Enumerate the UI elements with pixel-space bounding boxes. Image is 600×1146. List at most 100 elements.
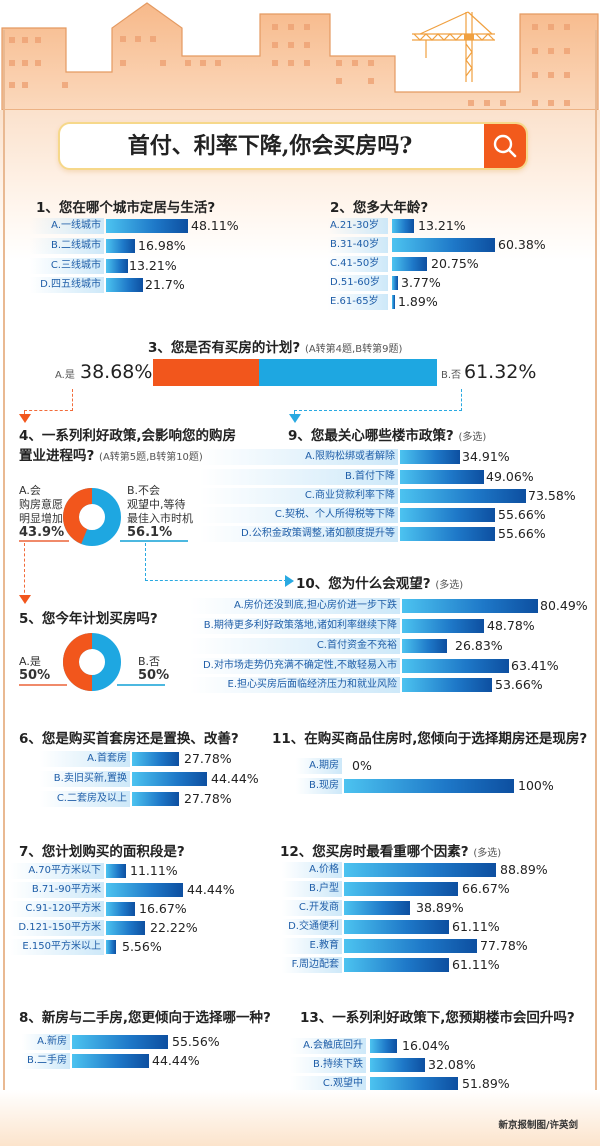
q4-donut-chart <box>63 488 121 546</box>
q1-label: C.三线城市 <box>30 258 104 274</box>
q4-title-line1: 4、一系列利好政策,会影响您的购房 <box>19 428 237 444</box>
q1-bar <box>106 239 135 253</box>
connector-yes <box>72 389 73 411</box>
q9-value: 73.58% <box>528 488 576 503</box>
q3-title: 3、您是否有买房的计划? (A转第4题,B转第9题) <box>148 336 402 356</box>
q2-value: 60.38% <box>498 237 546 252</box>
q4-a-line: 购房意愿 <box>19 498 63 511</box>
q4-a-line: 明显增加 <box>19 512 63 525</box>
q4-b-value: 56.1% <box>127 525 173 540</box>
q4-title-line2: 置业进程吗? (A转第5题,B转第10题) <box>19 444 203 464</box>
connector-yes <box>24 410 73 411</box>
q10-title: 10、您为什么会观望? (多选) <box>296 572 463 592</box>
q6-value: 44.44% <box>211 771 259 786</box>
q7-bar <box>106 902 135 916</box>
q1-value: 16.98% <box>138 238 186 253</box>
q7-bar <box>106 864 126 878</box>
q9-bar <box>400 450 460 464</box>
q5-a-label: A.是 <box>19 655 41 668</box>
q9-label: C.契税、个人所得税等下降 <box>200 507 398 523</box>
q12-title: 12、您买房时最看重哪个因素? (多选) <box>280 840 501 860</box>
q12-title-text: 12、您买房时最看重哪个因素? <box>280 844 469 860</box>
q13-bar <box>370 1077 458 1091</box>
q9-bar <box>400 527 495 541</box>
q12-bar <box>344 863 496 877</box>
connector-yes <box>24 410 25 416</box>
q1-bar <box>106 219 188 233</box>
q12-bar <box>344 920 449 934</box>
q6-bar <box>132 772 207 786</box>
q7-label: A.70平方米以下 <box>10 863 104 879</box>
q10-label: B.期待更多利好政策落地,诸如利率继续下降 <box>190 618 400 634</box>
credit-text: 新京报制图/许英剑 <box>498 1120 578 1131</box>
q2-label: B.31-40岁 <box>328 237 388 253</box>
q10-label: D.对市场走势仍充满不确定性,不敢轻易入市 <box>190 658 400 674</box>
q10-bar <box>402 619 484 633</box>
q11-label: A.期房 <box>296 758 342 774</box>
search-button[interactable] <box>484 124 526 168</box>
q4-note: (A转第5题,B转第10题) <box>99 452 203 463</box>
footer-background <box>0 1090 600 1146</box>
q12-value: 88.89% <box>500 862 548 877</box>
q2-bar <box>392 257 427 271</box>
q9-value: 55.66% <box>498 526 546 541</box>
q6-bar <box>132 752 179 766</box>
q10-value: 26.83% <box>455 638 503 653</box>
q6-label: B.卖旧买新,置换 <box>40 771 130 787</box>
q6-value: 27.78% <box>184 791 232 806</box>
q4-a-value: 43.9% <box>19 525 65 540</box>
q9-bar <box>400 489 526 503</box>
q6-label: A.首套房 <box>40 751 130 767</box>
q12-label: E.教育 <box>282 938 342 954</box>
q12-label: D.交通便利 <box>282 919 342 935</box>
q8-label: B.二手房 <box>22 1053 70 1069</box>
q3-title-text: 3、您是否有买房的计划? <box>148 340 301 356</box>
q1-row: C.三线城市 13.21% <box>0 258 300 274</box>
q5-b-underline <box>117 684 165 686</box>
q3-b-label: B.否 <box>441 370 462 381</box>
q5-donut-chart <box>63 633 121 691</box>
q3-b-value: 61.32% <box>464 361 537 383</box>
connector-b <box>145 580 287 581</box>
q8-label: A.新房 <box>22 1034 70 1050</box>
q8-title: 8、新房与二手房,您更倾向于选择哪一种? <box>19 1010 271 1026</box>
q5-b-value: 50% <box>138 668 170 683</box>
q7-title: 7、您计划购买的面积段是? <box>19 844 185 860</box>
q9-note: (多选) <box>458 432 487 443</box>
q3-a-label: A.是 <box>55 370 75 381</box>
q10-bar <box>402 659 509 673</box>
q10-value: 48.78% <box>487 618 535 633</box>
connector-no <box>461 389 462 411</box>
q12-value: 66.67% <box>462 881 510 896</box>
q12-value: 61.11% <box>452 957 500 972</box>
q12-label: B.户型 <box>282 881 342 897</box>
q1-row: A.一线城市 48.11% <box>0 218 300 234</box>
q2-title: 2、您多大年龄? <box>330 200 429 216</box>
q10-bar <box>402 639 447 653</box>
q1-row: D.四五线城市 21.7% <box>0 277 300 293</box>
q7-bar <box>106 883 183 897</box>
q8-bar <box>72 1054 149 1068</box>
q1-bar <box>106 259 128 273</box>
q12-value: 38.89% <box>416 900 464 915</box>
q8-value: 44.44% <box>152 1053 200 1068</box>
page-border <box>3 30 597 1110</box>
q9-value: 34.91% <box>462 449 510 464</box>
q12-bar <box>344 939 477 953</box>
q2-value: 3.77% <box>401 275 441 290</box>
q3-a-value: 38.68% <box>80 361 153 383</box>
q2-bar <box>392 276 398 290</box>
q1-bar <box>106 278 143 292</box>
q11-title: 11、在购买商品住房时,您倾向于选择期房还是现房? <box>272 731 588 747</box>
q13-label: A.会触底回升 <box>290 1038 366 1054</box>
q2-value: 13.21% <box>418 218 466 233</box>
q13-value: 16.04% <box>402 1038 450 1053</box>
q2-label: A.21-30岁 <box>328 218 388 234</box>
crane-icon <box>412 11 495 82</box>
q2-bar <box>392 238 495 252</box>
q2-value: 20.75% <box>431 256 479 271</box>
q13-bar <box>370 1039 397 1053</box>
arrow-down-icon <box>289 414 301 423</box>
q9-label: B.首付下降 <box>200 469 398 485</box>
